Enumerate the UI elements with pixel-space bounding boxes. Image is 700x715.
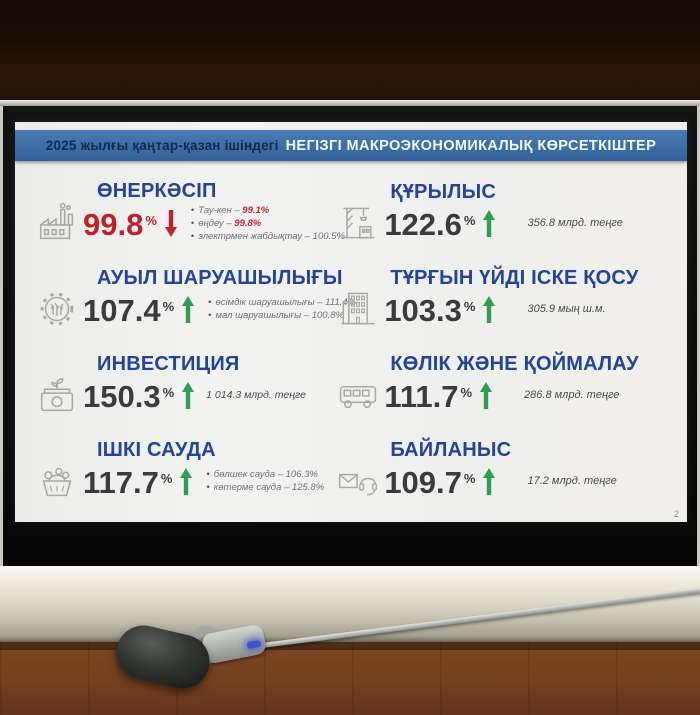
crane-icon xyxy=(332,201,384,245)
indicator-value: 150.3% xyxy=(83,379,175,414)
section-title: ҚҰРЫЛЫС xyxy=(390,181,497,203)
header-title-text: НЕГІЗГІ МАКРОЭКОНОМИКАЛЫҚ КӨРСЕТКІШТЕР xyxy=(285,137,657,154)
indicator-grid: ӨНЕРКӘСІП 99.8% Тау-кен – 99.1% өңдеу – … xyxy=(31,168,679,512)
absolute-value: 1 014.3 млрд. теңге xyxy=(206,389,306,401)
sub-indicator: Тау-кен – 99.1% xyxy=(191,204,345,217)
sub-indicator: өңдеу – 99.8% xyxy=(191,217,345,230)
section-title: ИНВЕСТИЦИЯ xyxy=(97,353,240,375)
up-arrow-icon xyxy=(182,381,195,409)
transport-icon xyxy=(332,373,384,417)
building-icon xyxy=(332,287,384,331)
section-title: ІШКІ САУДА xyxy=(97,439,216,461)
communication-icon xyxy=(332,459,384,503)
up-arrow-icon xyxy=(182,295,195,323)
up-arrow-icon xyxy=(483,209,496,237)
sub-indicator: көтерме сауда – 125.8% xyxy=(206,481,324,494)
monitor-left-edge xyxy=(0,106,3,568)
presentation-slide: 2025 жылғы қаңтар-қазан ішіндегі НЕГІЗГІ… xyxy=(15,122,687,522)
up-arrow-icon xyxy=(480,381,493,409)
section-construction: ҚҰРЫЛЫС 122.6% 356.8 млрд. теңге xyxy=(332,168,679,254)
monitor-top-edge xyxy=(0,100,700,106)
sub-indicator-list: өсімдік шаруашылығы – 111.4% мал шаруашы… xyxy=(208,296,356,322)
section-housing: ТҰРҒЫН ҮЙДІ ІСКЕ ҚОСУ 103.3% 305.9 мың ш… xyxy=(332,254,679,340)
up-arrow-icon xyxy=(483,467,496,495)
trade-icon xyxy=(31,458,83,504)
section-title: ӨНЕРКӘСІП xyxy=(97,179,217,202)
absolute-value: 305.9 мың ш.м. xyxy=(527,303,606,315)
section-communication: БАЙЛАНЫС 109.7% 17.2 млрд. теңге xyxy=(332,426,679,512)
up-arrow-icon xyxy=(180,467,193,495)
indicator-value: 107.4% xyxy=(83,293,175,328)
slide-page-number: 2 xyxy=(673,509,679,519)
slide-header-bar: 2025 жылғы қаңтар-қазан ішіндегі НЕГІЗГІ… xyxy=(15,130,687,161)
section-trade: ІШКІ САУДА 117.7% бөлшек сауда – 106.3% … xyxy=(31,426,332,512)
indicator-value: 99.8% xyxy=(83,207,157,242)
indicator-value: 117.7% xyxy=(83,465,173,500)
sub-indicator-list: бөлшек сауда – 106.3% көтерме сауда – 12… xyxy=(206,468,324,494)
sub-indicator: мал шаруашылығы – 100.8% xyxy=(208,309,356,322)
indicator-value: 109.7% xyxy=(384,465,476,500)
section-transport: КӨЛІК ЖӘНЕ ҚОЙМАЛАУ 111.7% 286.8 млрд. т… xyxy=(332,340,679,426)
indicator-value: 111.7% xyxy=(384,379,473,414)
sub-indicator-list: Тау-кен – 99.1% өңдеу – 99.8% электрмен … xyxy=(191,204,345,243)
wall-background xyxy=(0,0,700,103)
section-title: АУЫЛ ШАРУАШЫЛЫҒЫ xyxy=(97,267,343,289)
absolute-value: 17.2 млрд. теңге xyxy=(527,475,617,487)
investment-icon xyxy=(31,372,83,418)
indicator-value: 122.6% xyxy=(384,207,476,242)
section-title: КӨЛІК ЖӘНЕ ҚОЙМАЛАУ xyxy=(390,353,639,375)
up-arrow-icon xyxy=(483,295,496,323)
header-period-text: 2025 жылғы қаңтар-қазан ішіндегі xyxy=(45,138,279,153)
down-arrow-icon xyxy=(164,209,177,237)
monitor-right-edge xyxy=(697,106,700,568)
section-agriculture: АУЫЛ ШАРУАШЫЛЫҒЫ 107.4% өсімдік шаруашыл… xyxy=(31,254,356,340)
section-industry: ӨНЕРКӘСІП 99.8% Тау-кен – 99.1% өңдеу – … xyxy=(31,168,345,254)
section-title: ТҰРҒЫН ҮЙДІ ІСКЕ ҚОСУ xyxy=(390,267,639,289)
frame-shadow xyxy=(0,642,700,650)
section-investment: ИНВЕСТИЦИЯ 150.3% 1 014.3 млрд. теңге xyxy=(31,340,332,426)
section-title: БАЙЛАНЫС xyxy=(390,439,512,461)
agriculture-icon xyxy=(31,286,83,332)
absolute-value: 356.8 млрд. теңге xyxy=(527,217,623,229)
absolute-value: 286.8 млрд. теңге xyxy=(524,389,620,401)
indicator-value: 103.3% xyxy=(384,293,476,328)
wood-panel-background xyxy=(0,642,700,715)
sub-indicator: электрмен жабдықтау – 100.5% xyxy=(191,230,345,243)
sub-indicator: өсімдік шаруашылығы – 111.4% xyxy=(208,296,356,309)
sub-indicator: бөлшек сауда – 106.3% xyxy=(206,468,324,481)
factory-icon xyxy=(31,200,83,246)
